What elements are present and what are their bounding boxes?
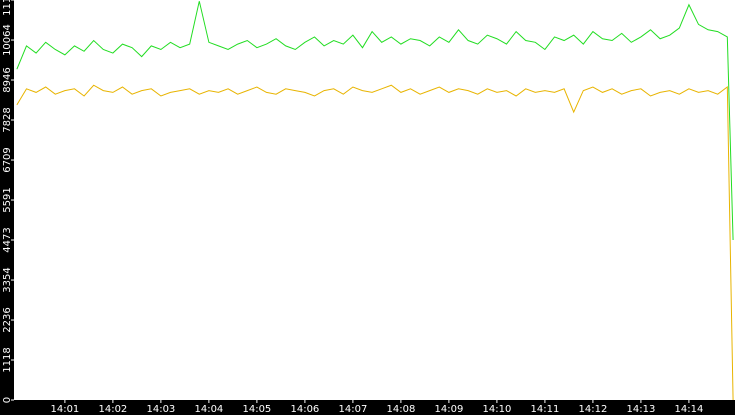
y-tick-label: 2236 bbox=[2, 307, 13, 332]
x-tick-label: 14:06 bbox=[290, 404, 319, 415]
x-tick-label: 14:11 bbox=[530, 404, 559, 415]
x-tick-label: 14:08 bbox=[386, 404, 415, 415]
x-tick-label: 14:09 bbox=[434, 404, 463, 415]
plot-area bbox=[14, 0, 735, 400]
x-tick-label: 14:03 bbox=[146, 404, 175, 415]
x-tick-label: 14:10 bbox=[482, 404, 511, 415]
x-tick-label: 14:14 bbox=[675, 404, 704, 415]
series-line bbox=[16, 84, 734, 401]
x-tick-label: 14:12 bbox=[578, 404, 607, 415]
y-tick-label: 7828 bbox=[2, 107, 13, 132]
x-tick-label: 14:05 bbox=[242, 404, 271, 415]
y-tick-label: 8946 bbox=[2, 67, 13, 92]
y-tick-label: 3354 bbox=[2, 267, 13, 292]
y-tick-label: 10064 bbox=[2, 24, 13, 56]
y-tick-label: 11183 bbox=[2, 0, 13, 16]
x-tick-label: 14:02 bbox=[98, 404, 127, 415]
x-tick-label: 14:01 bbox=[50, 404, 79, 415]
x-tick-label: 14:13 bbox=[627, 404, 656, 415]
x-tick-label: 14:04 bbox=[194, 404, 223, 415]
y-tick-label: 1118 bbox=[2, 347, 13, 372]
y-tick-label: 5591 bbox=[2, 187, 13, 212]
y-tick-label: 4473 bbox=[2, 227, 13, 252]
y-tick-label: 6709 bbox=[2, 147, 13, 172]
x-tick-label: 14:07 bbox=[338, 404, 367, 415]
y-tick-label: 0 bbox=[2, 397, 13, 403]
series-line bbox=[16, 1, 734, 241]
